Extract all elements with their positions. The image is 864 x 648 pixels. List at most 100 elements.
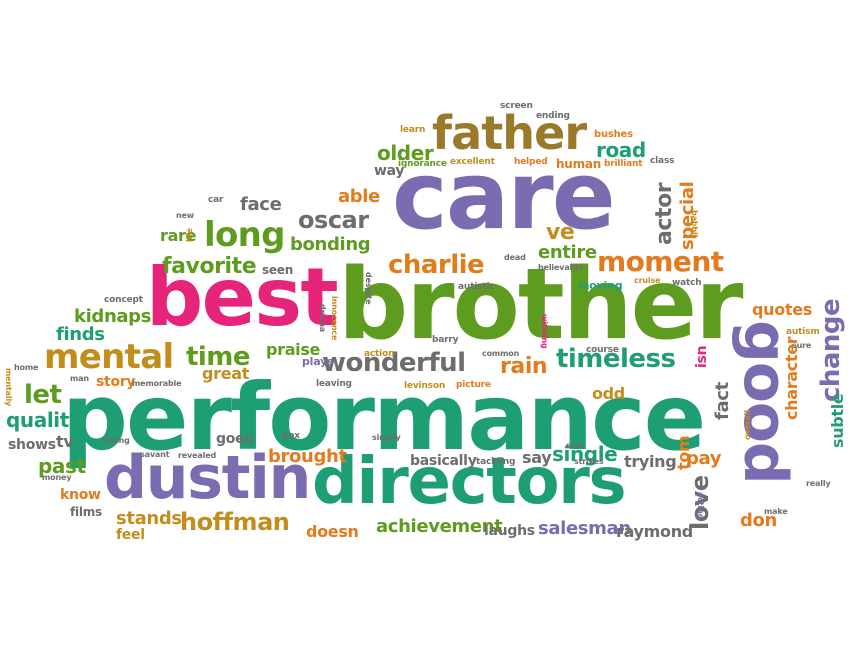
word-new: new <box>176 211 195 220</box>
word-drama: drama <box>318 304 327 333</box>
word-dustin: dustin <box>104 443 311 513</box>
word-learn: learn <box>400 125 426 135</box>
word-best: best <box>146 251 339 344</box>
word-ignorance: ignorance <box>398 159 447 169</box>
word-bonding: bonding <box>290 234 371 255</box>
word-care: care <box>392 142 616 251</box>
word-face: face <box>240 194 282 215</box>
word-babbit: babbit <box>690 210 699 239</box>
word-oscar: oscar <box>298 206 369 234</box>
word-tackling: tackling <box>476 457 516 467</box>
word-feel: feel <box>116 527 145 543</box>
word-laughs: laughs <box>484 523 535 539</box>
word-box: box <box>282 431 300 441</box>
word-barry: barry <box>432 335 459 345</box>
word-home: home <box>14 363 39 372</box>
word-common: common <box>482 349 520 358</box>
word-moving: moving <box>578 279 623 292</box>
word-sort: sort <box>566 441 584 450</box>
word-course: course <box>586 345 619 355</box>
word-helped: helped <box>514 157 548 167</box>
word-savant: savant <box>140 450 170 459</box>
word-achievement: achievement <box>376 516 503 537</box>
word-trying: trying <box>624 452 677 471</box>
word-despite: despite <box>364 272 373 305</box>
word-acting: acting <box>696 492 705 520</box>
word-way: way <box>374 163 405 179</box>
word-taking: taking <box>102 436 130 445</box>
word-hoffman: hoffman <box>180 508 290 536</box>
word-class: class <box>650 156 675 166</box>
word-father: father <box>432 106 587 160</box>
word-let: let <box>24 380 62 410</box>
word-man: man <box>70 374 89 383</box>
word-films: films <box>70 505 102 519</box>
word-stands: stands <box>116 508 182 529</box>
word-entire: entire <box>538 242 597 263</box>
word-tom: tom <box>674 435 693 470</box>
word-fact: fact <box>712 382 733 420</box>
word-revealed: revealed <box>178 451 217 460</box>
word-change: change <box>816 298 846 402</box>
word-great: great <box>202 364 250 383</box>
word-say: say <box>522 448 552 467</box>
word-tv: tv <box>56 432 74 451</box>
word-innocence: innocence <box>330 296 339 341</box>
word-performance: performance <box>62 364 706 471</box>
word-goes: goes <box>216 431 253 447</box>
word-basically: basically <box>410 453 477 469</box>
word-life: life <box>185 228 194 242</box>
word-road: road <box>596 138 646 162</box>
word-charlie: charlie <box>388 250 485 280</box>
word-excellent: excellent <box>450 157 495 167</box>
word-timeless: timeless <box>556 344 676 374</box>
word-ending: ending <box>536 111 570 121</box>
word-cruise: cruise <box>634 276 661 285</box>
word-moment: moment <box>597 245 724 278</box>
word-quality: quality <box>6 408 82 432</box>
word-quotes: quotes <box>752 300 812 319</box>
word-action: action <box>364 349 395 359</box>
word-actor: actor <box>652 182 677 245</box>
word-levinson: levinson <box>404 381 446 391</box>
word-older: older <box>377 141 434 165</box>
word-human: human <box>556 157 602 171</box>
word-odd: odd <box>592 384 625 403</box>
word-favorite: favorite <box>162 254 257 279</box>
word-finds: finds <box>56 324 105 345</box>
word-ve: ve <box>546 220 575 245</box>
word-isn: isn <box>694 345 710 368</box>
word-able: able <box>338 186 380 207</box>
word-memorable: memorable <box>132 379 182 388</box>
word-watch: watch <box>672 278 702 288</box>
word-story: story <box>96 374 136 390</box>
word-salesman: salesman <box>538 518 631 539</box>
word-rain: rain <box>500 354 548 379</box>
word-brought: brought <box>268 446 347 467</box>
word-doesn: doesn <box>306 522 359 541</box>
word-leaving: leaving <box>316 379 352 389</box>
word-brilliant: brilliant <box>604 159 643 169</box>
word-autistic: autistic <box>458 282 495 292</box>
word-brother: brother <box>338 248 743 362</box>
word-rare: rare <box>160 226 197 245</box>
word-pay: pay <box>686 448 722 469</box>
word-screen: screen <box>500 101 533 111</box>
word-know: know <box>60 487 101 503</box>
word-dead: dead <box>504 253 526 262</box>
word-believable: believable <box>538 263 583 272</box>
word-single: single <box>552 442 618 466</box>
word-seen: seen <box>262 263 294 277</box>
word-concept: concept <box>104 295 143 305</box>
word-strikes: strikes <box>574 457 604 466</box>
word-make: make <box>764 507 788 516</box>
word-autism: autism <box>786 327 820 337</box>
word-money: money <box>42 473 72 482</box>
word-subtle: subtle <box>828 393 847 448</box>
word-shows: shows <box>8 437 56 453</box>
word-sure: sure <box>792 341 812 350</box>
word-overall: overall <box>743 410 752 440</box>
word-raymond: raymond <box>616 522 693 541</box>
word-winning: winning <box>540 314 549 349</box>
